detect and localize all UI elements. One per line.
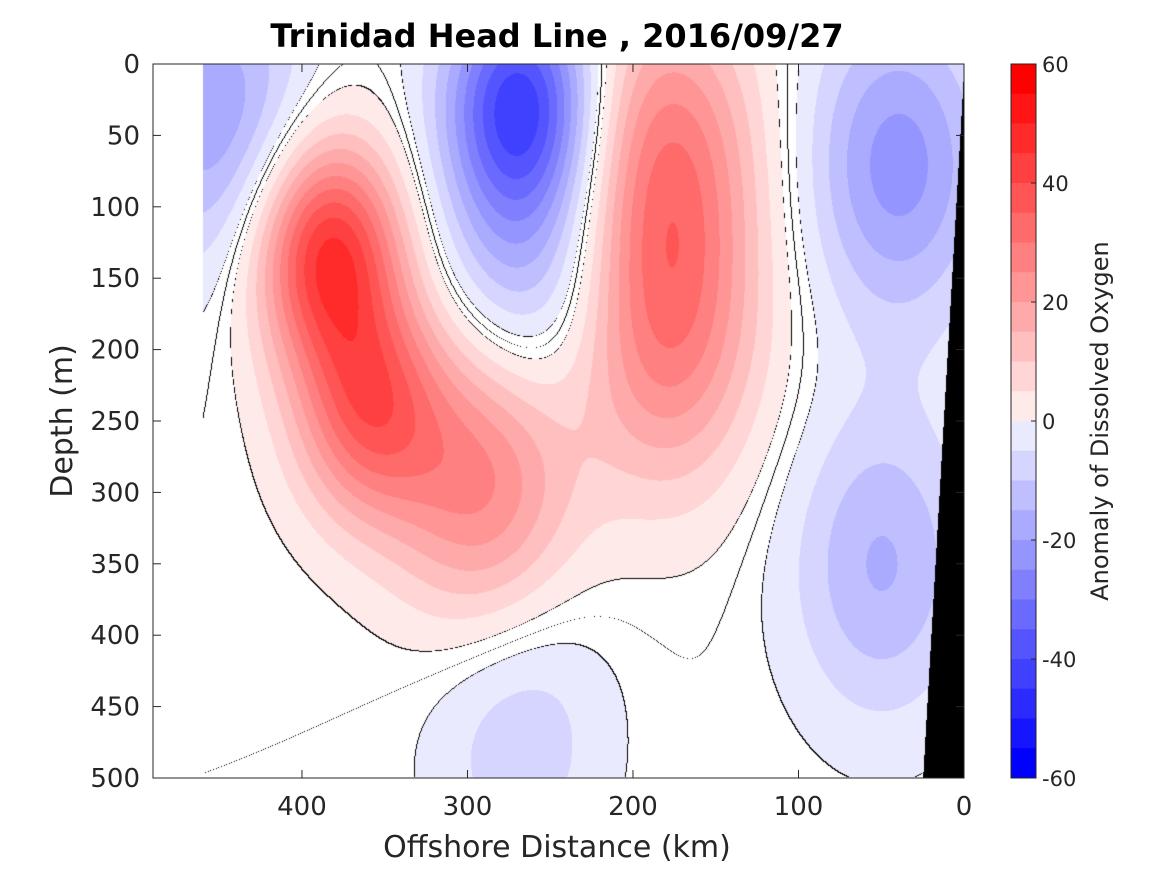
colorbar-tick-label: -60 <box>1042 767 1076 791</box>
colorbar-segment <box>1011 510 1036 541</box>
x-tick-label: 200 <box>608 792 658 822</box>
y-tick-label: 300 <box>90 478 140 508</box>
contour-field-image <box>153 64 964 778</box>
plot-area <box>153 64 964 778</box>
chart-title: Trinidad Head Line , 2016/09/27 <box>270 17 843 55</box>
x-tick-label: 400 <box>277 792 327 822</box>
colorbar-segment <box>1011 183 1036 214</box>
y-tick-label: 200 <box>90 336 140 366</box>
colorbar-segment <box>1011 212 1036 243</box>
y-tick-label: 250 <box>90 407 140 437</box>
y-tick-label: 450 <box>90 693 140 723</box>
y-tick-label: 50 <box>107 121 140 151</box>
x-tick-label: 300 <box>443 792 493 822</box>
y-tick-label: 0 <box>123 50 140 80</box>
y-tick-label: 100 <box>90 193 140 223</box>
y-tick-label: 500 <box>90 764 140 794</box>
colorbar-tick-label: -40 <box>1042 648 1076 672</box>
y-tick-label: 400 <box>90 621 140 651</box>
x-tick-label: 0 <box>956 792 973 822</box>
colorbar-segment <box>1011 302 1036 333</box>
colorbar: 60 40 20 0 -20 -40 -60 <box>1010 53 1076 791</box>
colorbar-segment <box>1011 748 1036 779</box>
colorbar-segment <box>1011 93 1036 124</box>
colorbar-segment <box>1011 331 1036 362</box>
colorbar-segment <box>1011 64 1036 95</box>
colorbar-segment <box>1011 659 1036 690</box>
y-tick-label: 150 <box>90 264 140 294</box>
colorbar-segment <box>1011 688 1036 719</box>
x-axis-label: Offshore Distance (km) <box>383 830 731 865</box>
colorbar-segment <box>1011 450 1036 481</box>
colorbar-segment <box>1011 153 1036 184</box>
colorbar-tick-label: 20 <box>1042 291 1069 315</box>
colorbar-segment <box>1011 272 1036 303</box>
colorbar-tick-label: 0 <box>1042 410 1055 434</box>
colorbar-segment <box>1011 242 1036 273</box>
colorbar-segment <box>1011 391 1036 422</box>
colorbar-segment <box>1011 569 1036 600</box>
y-axis-label: Depth (m) <box>45 344 80 498</box>
colorbar-tick-label: 40 <box>1042 172 1069 196</box>
x-tick-label: 100 <box>774 792 824 822</box>
colorbar-tick-label: -20 <box>1042 529 1076 553</box>
colorbar-segment <box>1011 629 1036 660</box>
colorbar-segment <box>1011 421 1036 452</box>
colorbar-segment <box>1011 540 1036 571</box>
colorbar-segment <box>1011 718 1036 749</box>
colorbar-segment <box>1011 123 1036 154</box>
colorbar-segment <box>1011 599 1036 630</box>
y-tick-label: 350 <box>90 550 140 580</box>
colorbar-segment <box>1011 361 1036 392</box>
colorbar-segment <box>1011 480 1036 511</box>
colorbar-label: Anomaly of Dissolved Oxygen <box>1086 241 1114 601</box>
axes: 400 300 200 100 0 0 50 100 150 200 250 300 350 400 450… <box>90 50 972 822</box>
colorbar-tick-label: 60 <box>1042 53 1069 77</box>
